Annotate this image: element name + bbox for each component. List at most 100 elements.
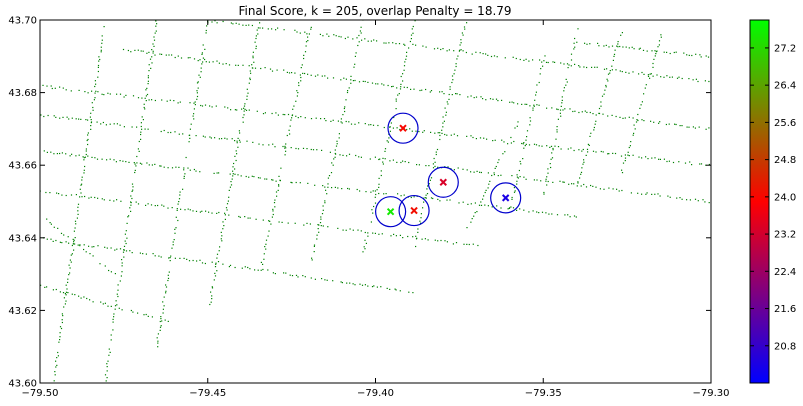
street-point — [343, 107, 345, 110]
street-point — [569, 108, 571, 110]
street-point — [497, 175, 499, 177]
street-point — [638, 48, 640, 50]
street-point — [619, 116, 621, 118]
street-point — [87, 138, 89, 141]
street-point — [221, 138, 223, 140]
street-point — [83, 248, 85, 251]
street-point — [64, 303, 66, 305]
street-point — [622, 117, 624, 119]
street-point — [275, 112, 277, 114]
street-point — [337, 227, 339, 229]
street-point — [362, 251, 364, 253]
street-point — [562, 181, 564, 183]
street-point — [345, 99, 347, 101]
street-point — [46, 85, 48, 87]
street-point — [324, 200, 326, 202]
street-point — [286, 134, 288, 137]
street-point — [59, 152, 61, 155]
street-point — [178, 166, 180, 168]
street-point — [174, 257, 176, 259]
street-point — [712, 201, 713, 202]
street-point — [384, 148, 387, 150]
street-point — [224, 106, 226, 108]
street-point — [285, 143, 287, 145]
street-point — [141, 163, 143, 165]
street-point — [125, 161, 127, 163]
street-point — [636, 119, 638, 121]
street-point — [125, 242, 127, 245]
street-point — [524, 145, 526, 147]
street-point — [444, 133, 446, 136]
street-point — [197, 81, 199, 83]
street-point — [66, 116, 68, 118]
street-point — [470, 203, 472, 205]
street-point — [456, 58, 458, 60]
street-point — [381, 83, 383, 85]
street-point — [348, 188, 350, 190]
street-point — [87, 132, 89, 134]
street-point — [265, 243, 267, 245]
street-point — [123, 126, 125, 128]
street-point — [686, 126, 688, 128]
street-point — [382, 163, 384, 165]
street-point — [561, 99, 563, 101]
street-point — [340, 79, 342, 81]
street-point — [123, 245, 126, 247]
street-point — [695, 78, 697, 80]
street-point — [440, 239, 442, 242]
street-point — [268, 144, 270, 146]
street-point — [123, 249, 125, 251]
street-point — [375, 83, 377, 85]
street-point — [533, 179, 535, 181]
street-point — [263, 258, 265, 260]
street-point — [103, 26, 105, 28]
y-tick-label: 43.70 — [8, 16, 37, 27]
street-point — [457, 167, 459, 169]
street-point — [478, 204, 481, 206]
street-point — [496, 205, 498, 207]
street-point — [526, 103, 528, 105]
street-point — [397, 94, 399, 96]
street-point — [234, 109, 236, 111]
street-point — [167, 277, 170, 279]
street-point — [560, 115, 562, 117]
street-point — [101, 93, 103, 95]
street-point — [538, 212, 540, 214]
street-point — [676, 77, 679, 79]
street-point — [142, 119, 144, 121]
street-point — [546, 107, 548, 109]
street-point — [432, 197, 434, 200]
street-point — [63, 234, 65, 236]
street-point — [581, 150, 583, 152]
street-point — [352, 283, 354, 285]
street-point — [331, 187, 333, 189]
street-point — [437, 47, 439, 49]
colorbar-tick-label: 20.8 — [774, 341, 796, 352]
street-point — [638, 156, 640, 158]
street-point — [77, 210, 79, 212]
street-point — [71, 244, 73, 247]
street-point — [165, 54, 167, 56]
street-point — [599, 188, 601, 190]
street-point — [341, 122, 343, 124]
street-point — [437, 132, 439, 134]
street-point — [259, 177, 261, 179]
street-point — [213, 172, 215, 174]
street-point — [83, 157, 85, 159]
street-point — [536, 84, 538, 86]
street-point — [303, 57, 305, 60]
street-point — [224, 212, 226, 214]
street-point — [257, 177, 260, 179]
street-point — [136, 155, 138, 158]
street-point — [580, 171, 583, 173]
street-point — [50, 223, 52, 225]
street-point — [577, 181, 579, 183]
street-point — [307, 36, 309, 38]
street-point — [683, 52, 685, 54]
street-point — [148, 99, 150, 101]
street-point — [342, 229, 344, 231]
street-point — [242, 116, 244, 119]
street-point — [367, 40, 369, 42]
street-point — [688, 54, 690, 56]
street-point — [513, 191, 516, 193]
